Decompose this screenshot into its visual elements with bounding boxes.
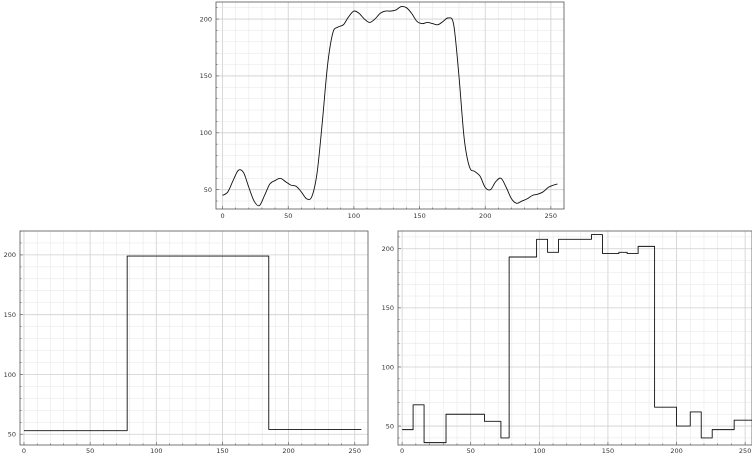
y-tick-label: 100	[382, 363, 394, 371]
chart-bottom-left: 0 50 100 150 200 250 50 100 150 200	[0, 227, 372, 455]
x-tick-label: 100	[533, 447, 545, 455]
x-tick-label: 50	[284, 212, 292, 220]
series-line	[222, 5, 558, 207]
x-tick-label: 200	[670, 447, 682, 455]
x-tick-label: 100	[150, 447, 162, 455]
plot-frame	[397, 230, 752, 446]
y-tick-label: 100	[200, 129, 212, 137]
grid	[398, 231, 752, 445]
x-tick-label: 200	[282, 447, 294, 455]
y-tick-label: 100	[4, 371, 16, 379]
y-tick-label: 150	[382, 304, 394, 312]
y-tick-label: 150	[4, 311, 16, 319]
x-tick-label: 150	[413, 212, 425, 220]
y-tick-label: 150	[200, 72, 212, 80]
x-tick-label: 50	[467, 447, 475, 455]
x-tick-label: 0	[220, 212, 224, 220]
x-tick-label: 0	[22, 447, 26, 455]
plot-frame	[215, 1, 565, 210]
y-tick-label: 50	[8, 431, 16, 439]
y-tick-label: 200	[4, 251, 16, 259]
x-tick-label: 200	[479, 212, 491, 220]
x-tick-label: 250	[545, 212, 557, 220]
chart-svg: 0 50 100 150 200 250 50 100 150 200	[200, 1, 565, 220]
series-line	[23, 255, 362, 432]
x-tick-label: 150	[602, 447, 614, 455]
x-tick-label: 50	[86, 447, 94, 455]
y-tick-label: 200	[200, 15, 212, 23]
chart-bottom-right: 0 50 100 150 200 250 50 100 150 200	[378, 227, 752, 455]
chart-top: 0 50 100 150 200 250 50 100 150 200	[196, 0, 570, 220]
x-tick-label: 100	[348, 212, 360, 220]
y-tick-label: 50	[386, 422, 394, 430]
y-tick-label: 200	[382, 245, 394, 253]
chart-svg: 0 50 100 150 200 250 50 100 150 200	[4, 230, 369, 455]
chart-svg: 0 50 100 150 200 250 50 100 150 200	[382, 230, 752, 455]
x-tick-label: 250	[349, 447, 361, 455]
plot-frame	[19, 230, 369, 446]
x-tick-label: 0	[400, 447, 404, 455]
grid	[216, 2, 564, 209]
x-tick-label: 250	[739, 447, 751, 455]
x-tick-label: 150	[216, 447, 228, 455]
series-line	[402, 234, 752, 444]
grid	[20, 231, 368, 445]
y-tick-label: 50	[204, 186, 212, 194]
